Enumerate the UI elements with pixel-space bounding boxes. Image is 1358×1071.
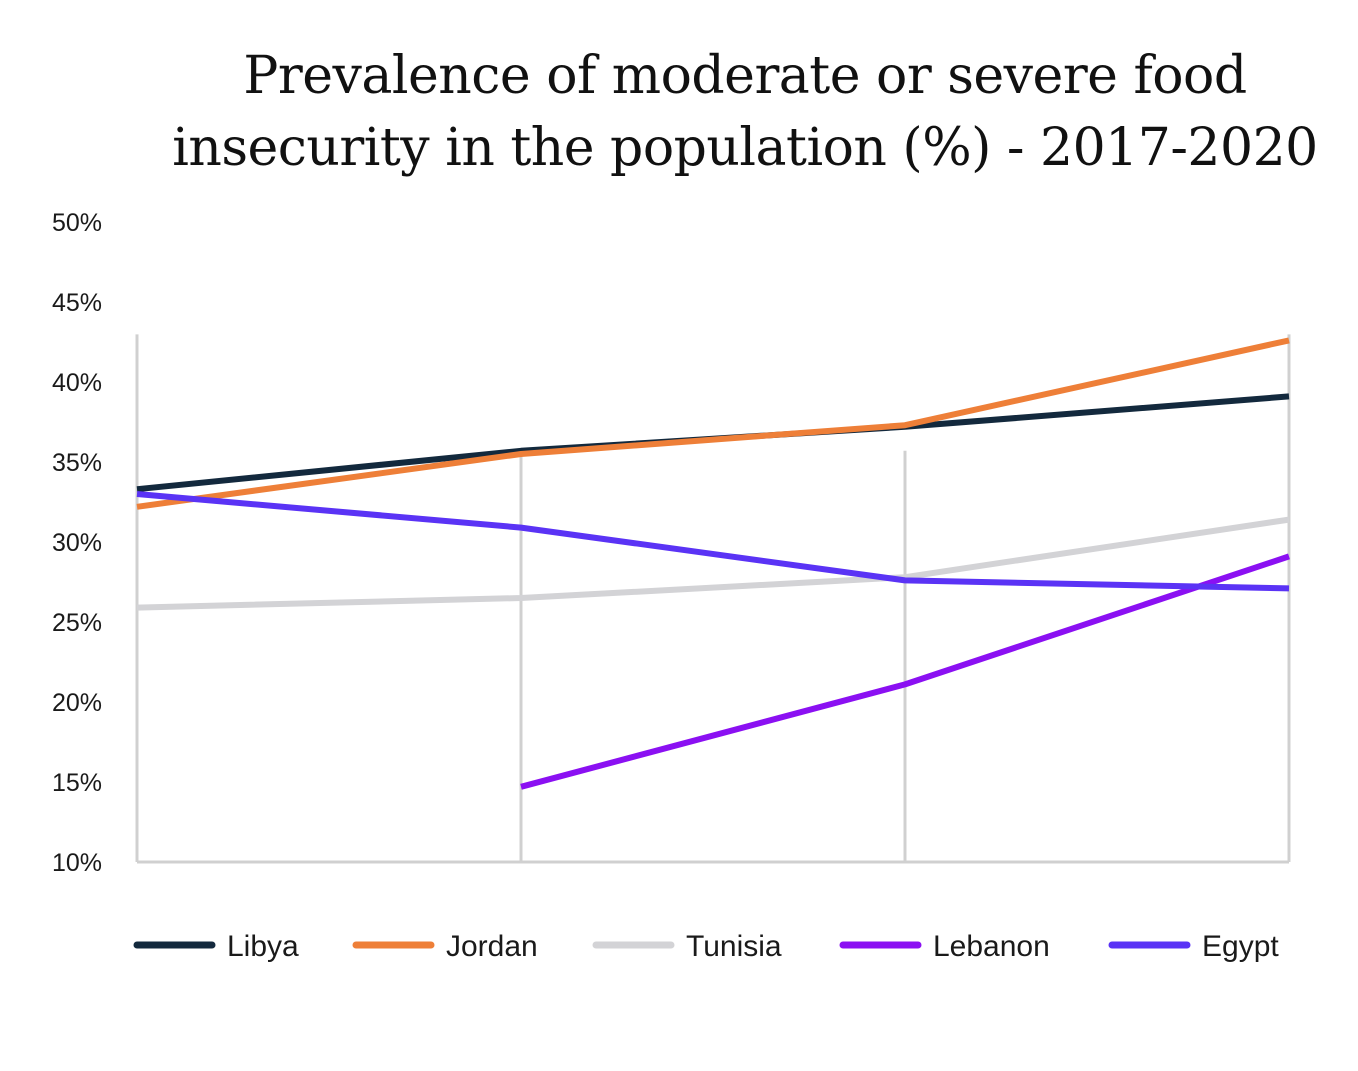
y-tick-label: 35% (52, 449, 102, 477)
chart-title: Prevalence of moderate or severe food in… (140, 40, 1350, 184)
legend-label-libya: Libya (227, 930, 299, 963)
chart-title-line-1: Prevalence of moderate or severe food (243, 46, 1247, 106)
series-line-libya (136, 393, 1290, 493)
series-layer (136, 337, 1290, 790)
y-tick-label: 25% (52, 609, 102, 637)
y-tick-label: 20% (52, 689, 102, 717)
series-line-jordan (136, 337, 1290, 510)
y-tick-label: 45% (52, 289, 102, 317)
legend-label-jordan: Jordan (446, 930, 538, 963)
series-line-tunisia (136, 516, 1290, 611)
y-tick-label: 50% (52, 209, 102, 237)
y-tick-label: 15% (52, 769, 102, 797)
y-axis-ticks: 10% 15% 20% 25% 30% 35% 40% 45% 50% (52, 209, 102, 877)
legend-label-egypt: Egypt (1202, 930, 1279, 963)
chart-title-line-2: insecurity in the population (%) - 2017-… (172, 118, 1318, 178)
y-tick-label: 30% (52, 529, 102, 557)
legend-label-lebanon: Lebanon (933, 930, 1050, 963)
legend: Libya Jordan Tunisia Lebanon Egypt (133, 930, 1279, 963)
series-line-egypt (136, 491, 1290, 592)
legend-label-tunisia: Tunisia (686, 930, 782, 963)
y-tick-label: 10% (52, 849, 102, 877)
series-line-lebanon (520, 553, 1290, 790)
grid-layer (135, 334, 1291, 864)
y-tick-label: 40% (52, 369, 102, 397)
